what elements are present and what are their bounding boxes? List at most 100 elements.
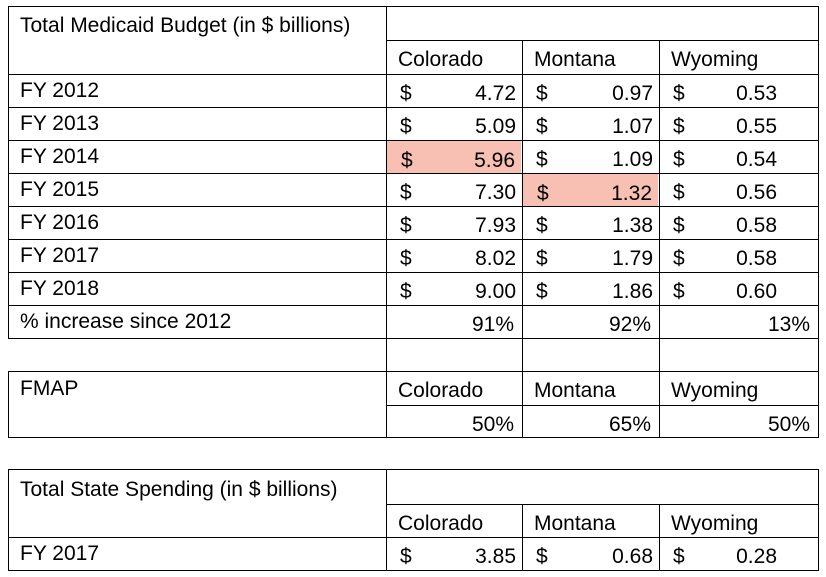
- budget-cell-montana: $1.38: [522, 206, 659, 239]
- budget-value: 1.86: [612, 280, 653, 303]
- increase-label: % increase since 2012: [20, 310, 232, 333]
- spending-value: 0.28: [736, 545, 777, 568]
- grid-line: [659, 40, 660, 372]
- grid-line: [8, 537, 818, 538]
- fmap-header-colorado: Colorado: [398, 379, 484, 402]
- grid-line: [8, 437, 818, 438]
- budget-cell-colorado: $5.09: [386, 107, 522, 140]
- grid-line: [8, 305, 818, 306]
- grid-line: [8, 6, 818, 7]
- budget-value: 5.09: [475, 115, 516, 138]
- budget-row-label: FY 2015: [20, 178, 100, 201]
- grid-line: [8, 206, 818, 207]
- budget-cell-wyoming: $0.60: [659, 272, 783, 305]
- budget-value: 0.54: [736, 148, 777, 171]
- budget-value: 1.07: [612, 115, 653, 138]
- budget-row-label: FY 2016: [20, 211, 100, 234]
- increase-wyoming: 13%: [767, 313, 810, 336]
- grid-line: [386, 6, 387, 372]
- currency-symbol: $: [400, 115, 412, 138]
- spending-header-montana: Montana: [534, 511, 616, 535]
- grid-line: [386, 371, 387, 438]
- budget-value: 4.72: [475, 82, 516, 105]
- fmap-title: FMAP: [20, 376, 79, 400]
- spending-header-colorado: Colorado: [398, 511, 484, 535]
- fmap-header-wyoming: Wyoming: [671, 379, 759, 402]
- budget-cell-colorado: $9.00: [386, 272, 522, 305]
- grid-line: [818, 469, 819, 571]
- spending-cell-wyoming: $0.28: [659, 537, 783, 570]
- budget-value: 1.09: [612, 148, 653, 171]
- currency-symbol: $: [401, 148, 413, 172]
- spending-title: Total State Spending (in $ billions): [20, 477, 338, 501]
- currency-symbol: $: [536, 545, 548, 568]
- budget-cell-colorado: $7.93: [386, 206, 522, 239]
- grid-line: [386, 405, 818, 406]
- budget-cell-wyoming: $0.55: [659, 107, 783, 140]
- grid-line: [8, 173, 818, 174]
- budget-header-montana: Montana: [534, 48, 616, 71]
- budget-cell-wyoming: $0.58: [659, 206, 783, 239]
- grid-line: [8, 107, 818, 108]
- grid-line: [8, 74, 818, 75]
- budget-cell-colorado: $8.02: [386, 239, 522, 272]
- currency-symbol: $: [536, 115, 548, 138]
- fmap-montana: 65%: [608, 412, 651, 436]
- currency-symbol: $: [673, 247, 685, 270]
- grid-line: [386, 469, 387, 571]
- budget-cell-wyoming: $0.56: [659, 173, 783, 206]
- currency-symbol: $: [536, 280, 548, 303]
- budget-row-label: FY 2017: [20, 244, 100, 267]
- budget-value: 0.97: [612, 82, 653, 105]
- budget-row-label: FY 2018: [20, 277, 100, 300]
- grid-line: [8, 338, 818, 339]
- fmap-colorado: 50%: [471, 412, 514, 436]
- currency-symbol: $: [673, 148, 685, 171]
- budget-cell-montana: $1.09: [522, 140, 659, 173]
- grid-line: [8, 469, 818, 470]
- fmap-wyoming: 50%: [767, 412, 810, 436]
- budget-row-label: FY 2012: [20, 79, 100, 102]
- currency-symbol: $: [537, 181, 549, 205]
- grid-line: [659, 504, 660, 571]
- currency-symbol: $: [673, 545, 685, 568]
- spending-cell-montana: $0.68: [522, 537, 659, 570]
- budget-cell-wyoming: $0.58: [659, 239, 783, 272]
- spending-cell-colorado: $3.85: [386, 537, 522, 570]
- grid-line: [8, 272, 818, 273]
- budget-value: 0.55: [736, 115, 777, 138]
- grid-line: [386, 504, 818, 505]
- currency-symbol: $: [400, 214, 412, 237]
- budget-cell-montana: $1.79: [522, 239, 659, 272]
- budget-cell-colorado: $7.30: [386, 173, 522, 206]
- increase-montana: 92%: [608, 313, 651, 336]
- budget-title: Total Medicaid Budget (in $ billions): [20, 14, 351, 37]
- grid-line: [522, 40, 523, 372]
- grid-line: [818, 371, 819, 438]
- spending-row-label: FY 2017: [20, 542, 100, 565]
- fmap-header-montana: Montana: [534, 379, 616, 402]
- budget-cell-montana: $1.86: [522, 272, 659, 305]
- currency-symbol: $: [673, 181, 685, 204]
- budget-cell-montana: $0.97: [522, 74, 659, 107]
- grid-line: [8, 6, 9, 339]
- budget-header-colorado: Colorado: [398, 48, 484, 71]
- budget-value: 1.32: [611, 181, 652, 205]
- budget-cell-colorado-highlighted: $5.96: [387, 141, 521, 173]
- currency-symbol: $: [400, 181, 412, 204]
- currency-symbol: $: [400, 82, 412, 105]
- currency-symbol: $: [536, 214, 548, 237]
- currency-symbol: $: [673, 82, 685, 105]
- budget-value: 0.58: [736, 214, 777, 237]
- spending-value: 0.68: [612, 545, 653, 568]
- budget-cell-wyoming: $0.53: [659, 74, 783, 107]
- budget-header-wyoming: Wyoming: [671, 48, 759, 71]
- grid-line: [8, 140, 818, 141]
- grid-line: [522, 371, 523, 438]
- budget-value: 1.79: [612, 247, 653, 270]
- currency-symbol: $: [536, 247, 548, 270]
- grid-line: [8, 371, 818, 372]
- grid-line: [386, 40, 818, 41]
- grid-line: [818, 6, 819, 372]
